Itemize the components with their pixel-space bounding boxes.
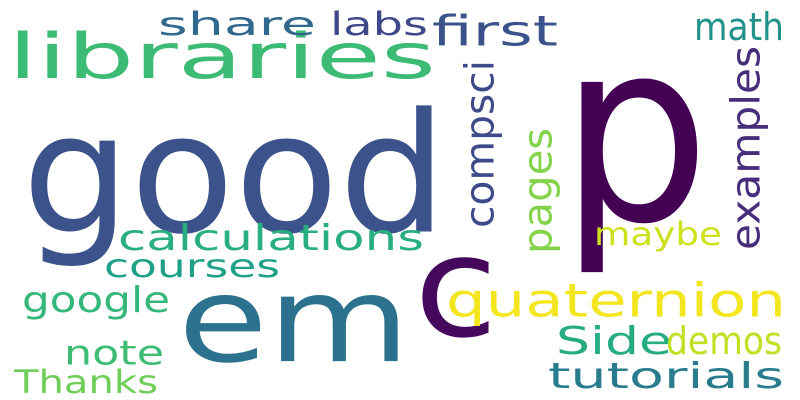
word-pages: pages: [514, 128, 562, 254]
word-courses: courses: [104, 247, 280, 285]
word-quaternion: quaternion: [446, 273, 786, 328]
word-demos: demos: [666, 318, 782, 364]
word-note: note: [64, 332, 164, 373]
word-compsci: compsci: [456, 59, 504, 228]
word-maybe: maybe: [594, 215, 722, 253]
word-thanks: Thanks: [14, 363, 158, 400]
word-labs: labs: [330, 5, 428, 43]
word-c: c: [414, 205, 498, 370]
word-libraries: libraries: [8, 20, 437, 93]
word-p: p: [560, 0, 710, 281]
word-math: math: [694, 4, 784, 50]
word-examples: examples: [722, 45, 770, 250]
word-em: em: [178, 251, 410, 390]
word-calculations: calculations: [118, 216, 424, 259]
word-side: Side: [556, 318, 672, 364]
word-first: first: [432, 6, 558, 56]
word-good: good: [22, 77, 447, 272]
word-google: google: [22, 278, 170, 321]
word-tutorials: tutorials: [548, 354, 784, 397]
word-share: share: [158, 5, 316, 43]
